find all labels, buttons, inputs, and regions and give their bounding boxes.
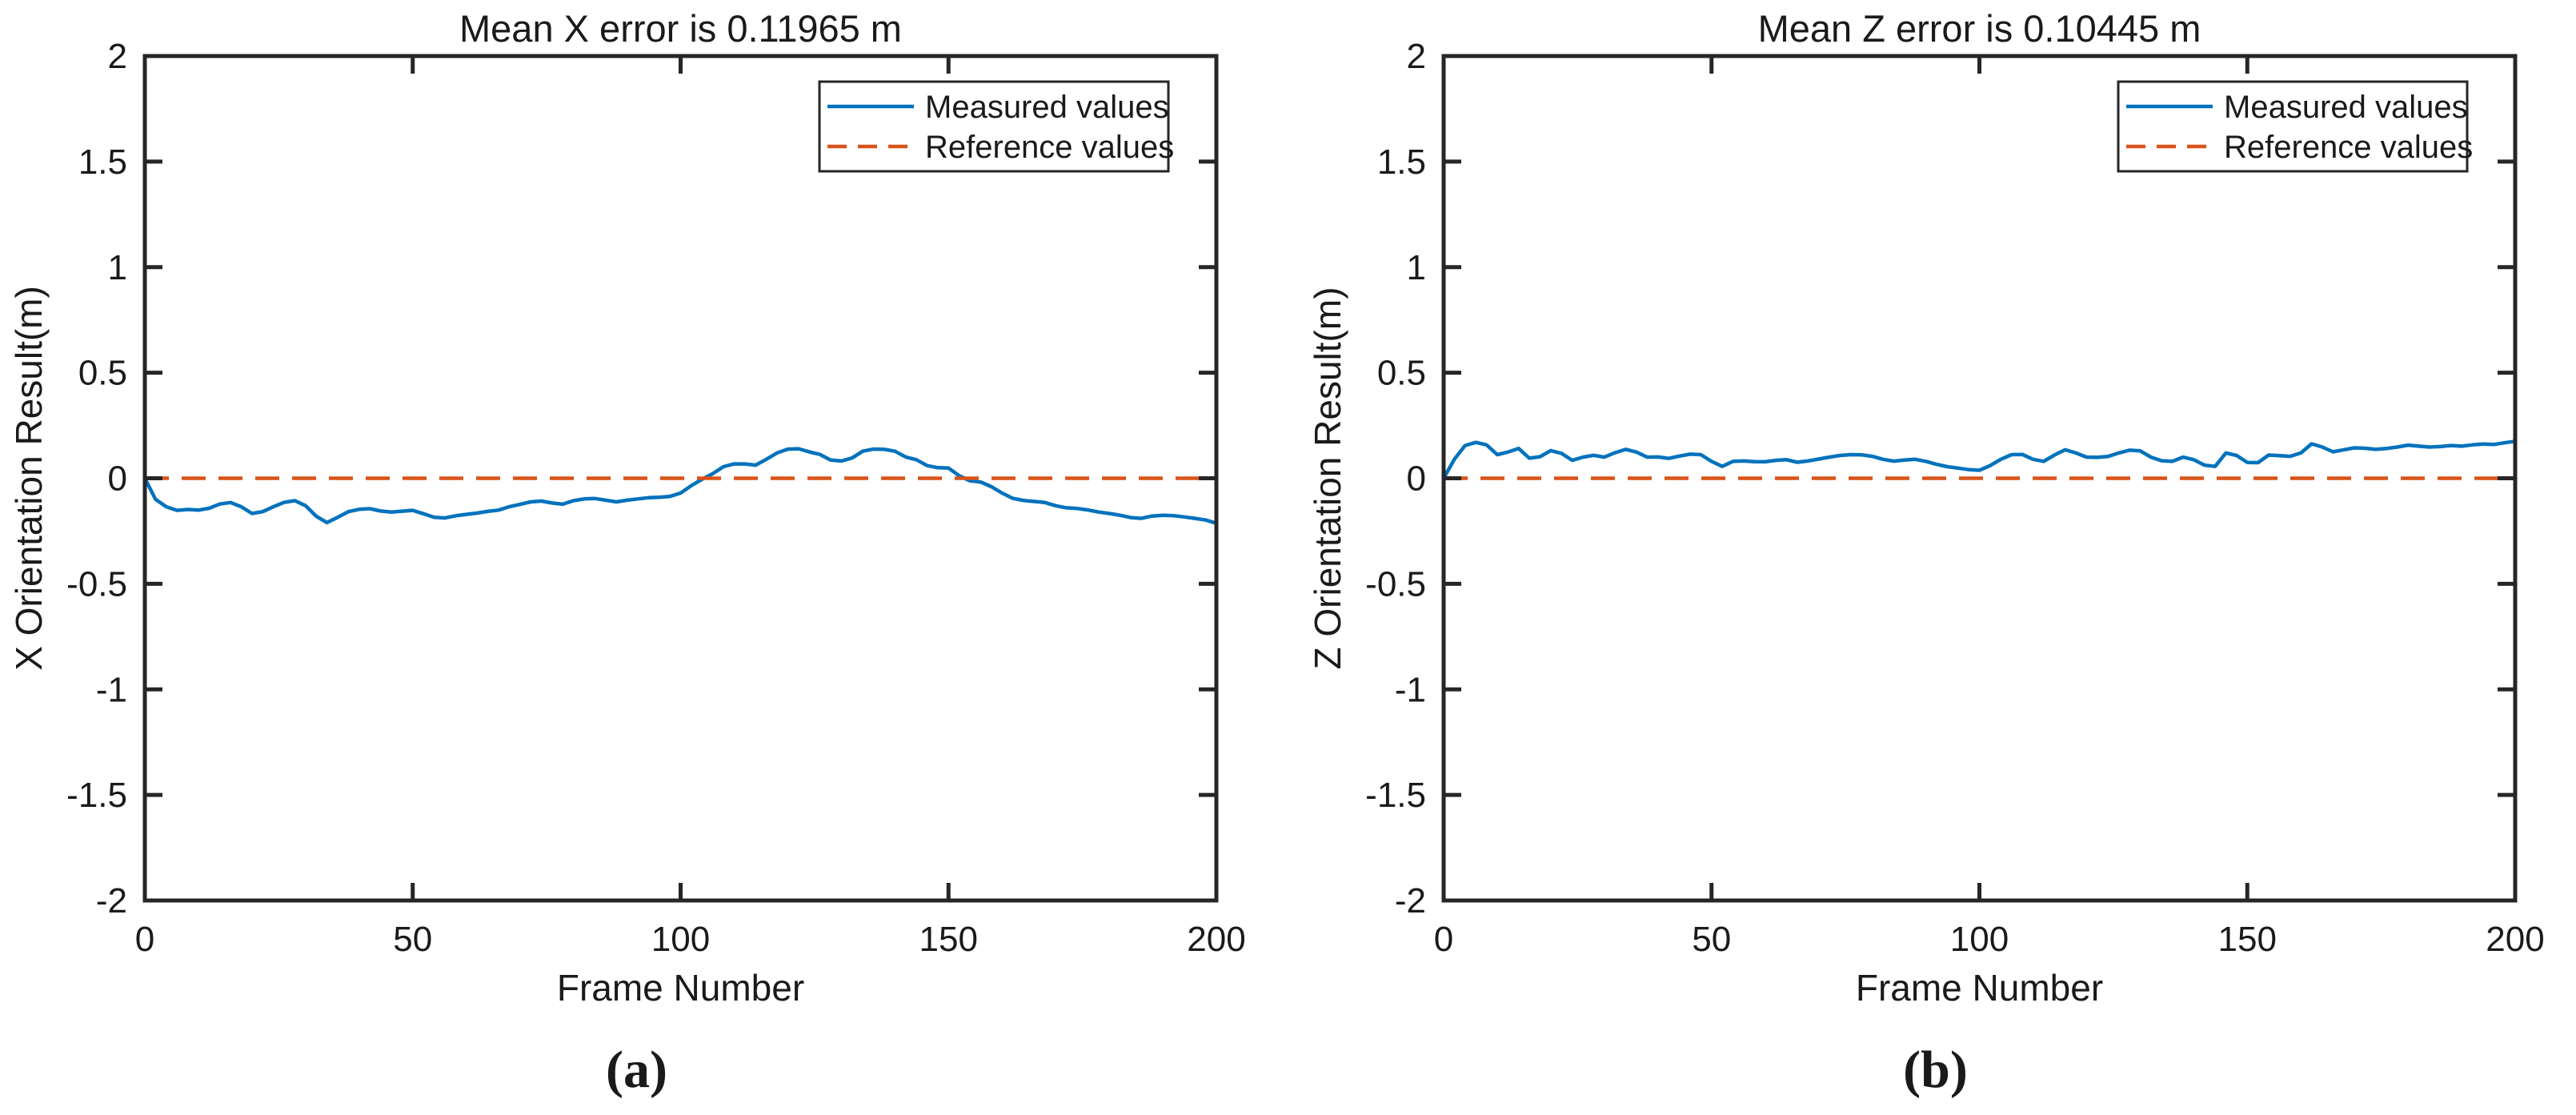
plot-a-ylabel: X Orientation Result(m)	[8, 286, 50, 671]
plot-a-y-tick-label: 0	[108, 459, 127, 499]
plot-b-measured-line	[1442, 439, 2516, 479]
plot-a-y-tick-label: 2	[108, 37, 127, 76]
plot-b-y-tick-label: 1.5	[1377, 142, 1426, 182]
plot-b-legend-box	[2117, 80, 2469, 173]
plot-a-x-tick-label: 0	[135, 920, 154, 959]
plot-a-y-tick-label: 1	[108, 248, 127, 287]
legend-label: Measured values	[925, 90, 1169, 125]
plot-a-y-tick-label: -1.5	[66, 776, 127, 815]
plot-b-xlabel: Frame Number	[1856, 967, 2103, 1009]
plot-b-x-tick-label: 100	[1950, 920, 2009, 959]
plot-b-x-tick-label: 50	[1692, 920, 1731, 959]
plot-a-y-tick-label: -0.5	[66, 564, 127, 604]
plot-a-measured-line	[142, 447, 1217, 525]
plot-b-y-tick-label: -1	[1395, 670, 1426, 709]
plot-a-legend-box	[818, 80, 1170, 173]
plot-a-x-tick-label: 150	[919, 920, 978, 959]
plot-a-y-tick-label: -2	[96, 881, 127, 920]
plot-b-y-tick-label: -0.5	[1365, 564, 1426, 604]
legend-label: Reference values	[925, 130, 1174, 165]
plot-b-y-tick-label: 0.5	[1377, 354, 1426, 393]
plot-b-x-tick-label: 150	[2218, 920, 2277, 959]
plot-a-title: Mean X error is 0.11965 m	[459, 7, 902, 50]
plot-b-ylabel: Z Orientation Result(m)	[1307, 287, 1348, 669]
plot-a-y-tick-label: 1.5	[78, 142, 127, 182]
plot-b-y-tick-label: -1.5	[1365, 776, 1426, 815]
plot-a-x-tick-label: 200	[1187, 920, 1245, 959]
plot-b-y-tick-label: 1	[1407, 248, 1426, 287]
plot-b-y-tick-label: 2	[1407, 37, 1426, 76]
plot-a-caption: (a)	[606, 1041, 667, 1099]
plot-b-y-tick-label: -2	[1395, 881, 1426, 920]
plot-b-x-tick-label: 200	[2486, 920, 2544, 959]
legend-label: Measured values	[2224, 90, 2468, 125]
plot-a-x-tick-label: 100	[651, 920, 710, 959]
plot-b-title: Mean Z error is 0.10445 m	[1758, 7, 2201, 50]
plot-a-xlabel: Frame Number	[557, 967, 804, 1009]
plot-b-x-tick-label: 0	[1434, 920, 1453, 959]
plot-a-x-tick-label: 50	[393, 920, 432, 959]
plot-b-caption: (b)	[1903, 1041, 1968, 1099]
legend-label: Reference values	[2224, 130, 2473, 165]
plot-a-y-tick-label: 0.5	[78, 354, 127, 393]
plot-b-y-tick-label: 0	[1407, 459, 1426, 499]
plot-a-y-tick-label: -1	[96, 670, 127, 709]
